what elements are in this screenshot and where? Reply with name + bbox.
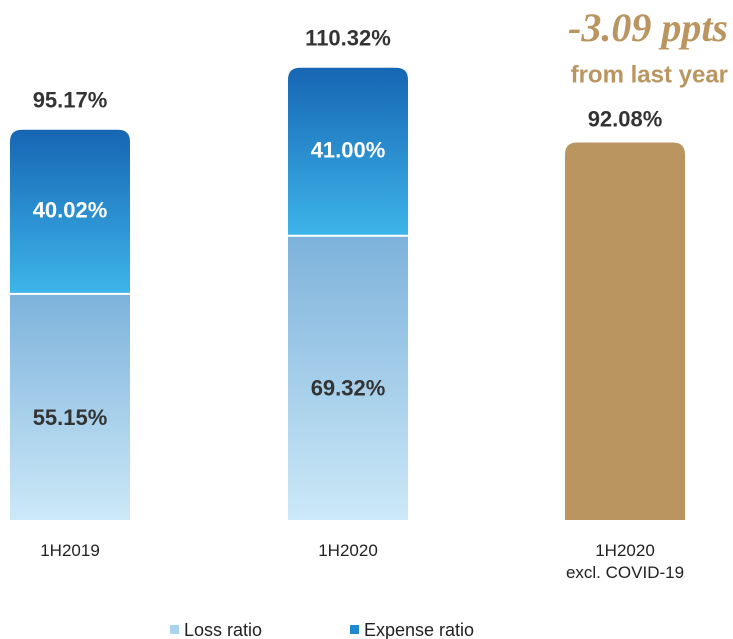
bar-loss xyxy=(288,235,408,520)
total-label: 95.17% xyxy=(33,88,108,113)
bar-expense xyxy=(10,129,130,294)
annotation: -3.09 ppts xyxy=(568,5,728,50)
bar-expense xyxy=(288,67,408,236)
legend-label: Loss ratio xyxy=(184,620,262,639)
x-tick-label: 1H2020 xyxy=(318,541,378,560)
value-label: 41.00% xyxy=(311,138,386,163)
legend-swatch xyxy=(350,625,359,634)
total-label: 92.08% xyxy=(588,106,663,131)
legend-swatch xyxy=(170,625,179,634)
value-label: 69.32% xyxy=(311,376,386,401)
annotation-sub: from last year xyxy=(571,61,728,88)
bar-loss xyxy=(10,293,130,520)
x-tick-label: 1H2020 excl. COVID-19 xyxy=(565,541,685,582)
legend-label: Expense ratio xyxy=(364,620,474,639)
total-label: 110.32% xyxy=(305,26,391,51)
value-label: 55.15% xyxy=(33,405,108,430)
value-label: 40.02% xyxy=(33,198,108,223)
bar-total xyxy=(565,142,685,521)
x-tick-label: 1H2019 xyxy=(40,541,100,560)
